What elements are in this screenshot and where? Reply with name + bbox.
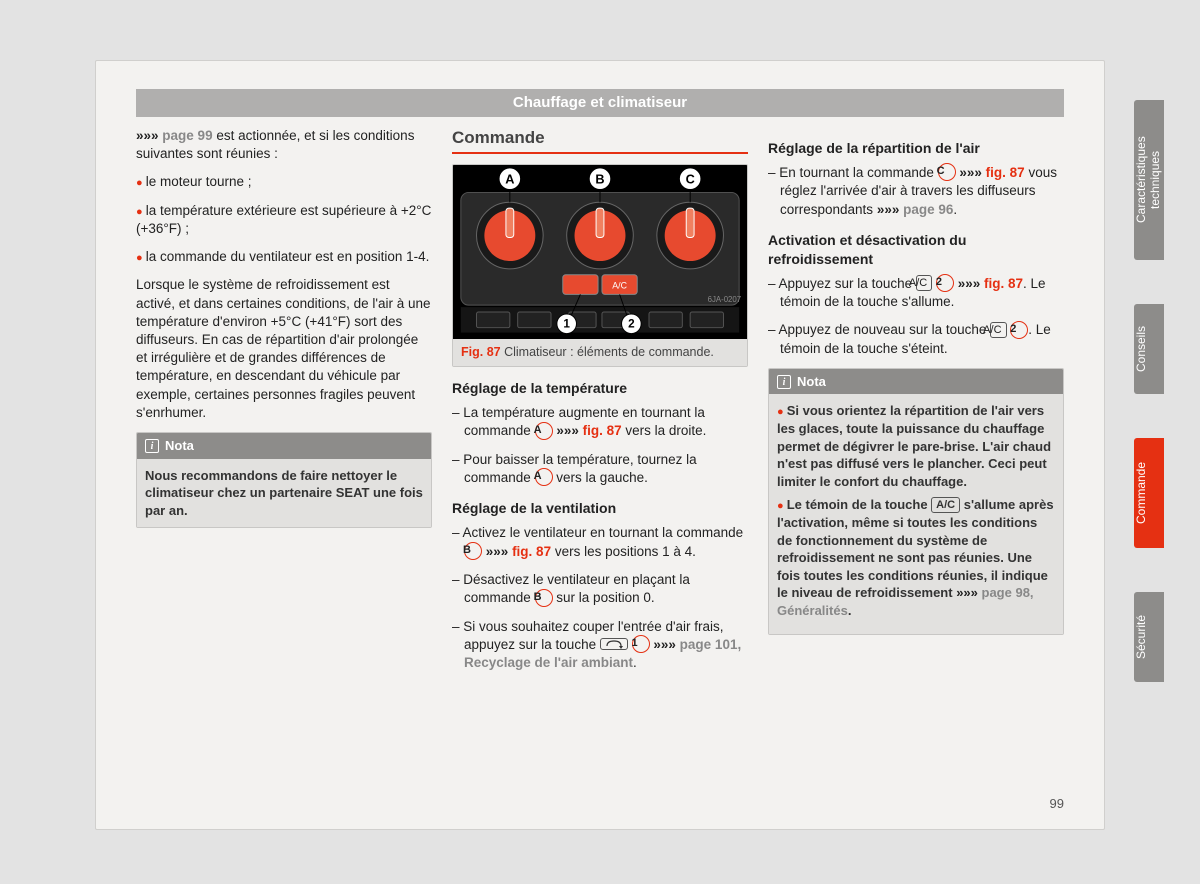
recirc-icon [600, 638, 628, 650]
temp-decrease: Pour baisser la température, tournez la … [452, 451, 748, 488]
nota-box-1: i Nota Nous recommandons de faire nettoy… [136, 432, 432, 528]
svg-text:C: C [686, 172, 695, 187]
ac-key: A/C [990, 322, 1006, 338]
tab-specs[interactable]: Caractéristiques techniques [1134, 100, 1164, 260]
ref-B: B [535, 589, 553, 607]
svg-text:A/C: A/C [612, 280, 627, 290]
nota-body-1: Nous recommandons de faire nettoyer le c… [137, 459, 431, 528]
figure-number: Fig. 87 [461, 345, 501, 359]
info-icon: i [777, 375, 791, 389]
heading-temperature: Réglage de la température [452, 379, 748, 398]
figure-caption-text: Climatiseur : éléments de commande. [504, 345, 714, 359]
tab-tips[interactable]: Conseils [1134, 304, 1164, 394]
ref-C: C [938, 163, 956, 181]
page: Chauffage et climatiseur »»» page 99 est… [95, 60, 1105, 830]
climate-panel-illustration: A/C A [453, 165, 747, 339]
figref: fig. 87 [986, 165, 1025, 180]
figref: fig. 87 [583, 423, 622, 438]
svg-text:1: 1 [563, 318, 570, 331]
nota-header-1: i Nota [137, 433, 431, 459]
nota-label: Nota [165, 437, 194, 455]
page-number: 99 [1050, 796, 1064, 811]
svg-text:B: B [595, 172, 604, 187]
figure-87: A/C A [452, 164, 748, 367]
cooling-off: Appuyez de nouveau sur la touche A/C 2. … [768, 321, 1064, 358]
content-columns: »»» page 99 est actionnée, et si les con… [136, 127, 1064, 789]
nota-header-2: i Nota [769, 369, 1063, 395]
figref: fig. 87 [512, 544, 551, 559]
nota2-b1: Si vous orientez la répartition de l'air… [777, 402, 1055, 490]
figure-caption: Fig. 87 Climatiseur : éléments de comman… [453, 339, 747, 366]
ref-1: 1 [632, 635, 650, 653]
svg-text:2: 2 [628, 318, 635, 331]
cooling-paragraph: Lorsque le système de refroidissement es… [136, 276, 432, 422]
tab-safety[interactable]: Sécurité [1134, 592, 1164, 682]
ac-key: A/C [916, 275, 932, 291]
ref-A: A [535, 468, 553, 486]
page-ref-96: page 96 [903, 202, 953, 217]
figure-code: 6JA-0207 [708, 295, 742, 304]
temp-increase: La température augmente en tournant la c… [452, 404, 748, 441]
continuation-marker: »»» [136, 128, 159, 143]
column-1: »»» page 99 est actionnée, et si les con… [136, 127, 432, 789]
nota-box-2: i Nota Si vous orientez la répartition d… [768, 368, 1064, 635]
ref-B: B [464, 542, 482, 560]
ac-key: A/C [931, 497, 960, 513]
vent-recirc: Si vous souhaitez couper l'entrée d'air … [452, 618, 748, 673]
ref-2: 2 [936, 274, 954, 292]
section-rule [452, 152, 748, 154]
page-ref-99: page 99 [162, 128, 212, 143]
nota-label: Nota [797, 373, 826, 391]
column-2: Commande [452, 127, 748, 789]
info-icon: i [145, 439, 159, 453]
side-tabs: Caractéristiques techniques Conseils Com… [1134, 100, 1164, 682]
vent-off: Désactivez le ventilateur en plaçant la … [452, 571, 748, 608]
air-dist: En tournant la commande C »»» fig. 87 vo… [768, 164, 1064, 219]
tab-operation[interactable]: Commande [1134, 438, 1164, 548]
heading-air-dist: Réglage de la répartition de l'air [768, 139, 1064, 158]
bullet-temp: la température extérieure est supérieure… [136, 202, 432, 238]
nota-body-2: Si vous orientez la répartition de l'air… [769, 394, 1063, 633]
page-header: Chauffage et climatiseur [136, 89, 1064, 117]
section-title-commande: Commande [452, 127, 748, 150]
nota2-b2: Le témoin de la touche A/C s'allume aprè… [777, 496, 1055, 619]
bullet-fan: la commande du ventilateur est en positi… [136, 248, 432, 266]
ref-2: 2 [1010, 321, 1028, 339]
bullet-engine: le moteur tourne ; [136, 173, 432, 191]
vent-on: Activez le ventilateur en tournant la co… [452, 524, 748, 561]
intro-paragraph: »»» page 99 est actionnée, et si les con… [136, 127, 432, 163]
ref-A: A [535, 422, 553, 440]
svg-text:A: A [505, 172, 514, 187]
cooling-on: Appuyez sur la touche A/C 2 »»» fig. 87.… [768, 275, 1064, 312]
heading-ventilation: Réglage de la ventilation [452, 499, 748, 518]
heading-cooling-toggle: Activation et désactivation du refroidis… [768, 231, 1064, 269]
figref: fig. 87 [984, 276, 1023, 291]
column-3: Réglage de la répartition de l'air En to… [768, 127, 1064, 789]
